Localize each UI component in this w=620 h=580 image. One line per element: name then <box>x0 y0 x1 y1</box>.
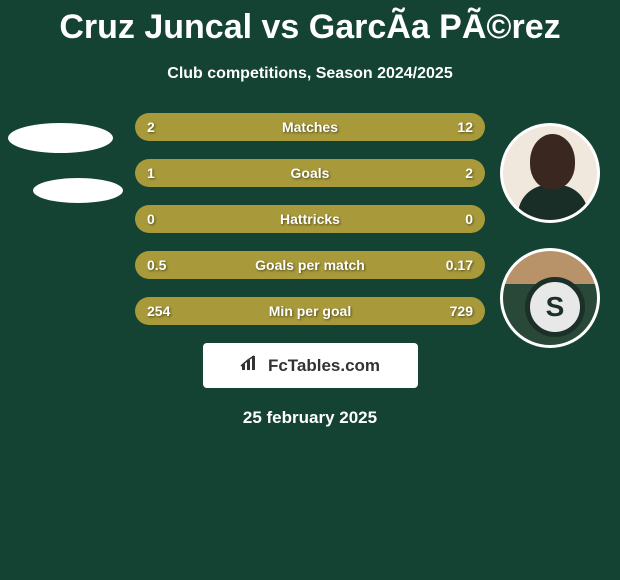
stat-row: 0.50.17Goals per match <box>135 251 485 279</box>
player-avatar <box>500 123 600 223</box>
date-text: 25 february 2025 <box>0 408 620 428</box>
stat-row: 212Matches <box>135 113 485 141</box>
stat-label: Matches <box>135 113 485 141</box>
left-player-avatars <box>8 123 123 228</box>
stat-row: 12Goals <box>135 159 485 187</box>
right-player-avatars <box>500 123 600 348</box>
comparison-content: 212Matches 12Goals 00Hattricks 0.50.17Goals… <box>0 113 620 428</box>
club-avatar-placeholder <box>33 178 123 203</box>
site-badge-text: FcTables.com <box>268 356 380 376</box>
stat-label: Goals per match <box>135 251 485 279</box>
page-title: Cruz Juncal vs GarcÃa PÃ©rez <box>0 0 620 47</box>
stat-label: Hattricks <box>135 205 485 233</box>
chart-icon <box>240 354 260 377</box>
stat-label: Min per goal <box>135 297 485 325</box>
page-subtitle: Club competitions, Season 2024/2025 <box>0 65 620 83</box>
stat-row: 254729Min per goal <box>135 297 485 325</box>
club-logo <box>500 248 600 348</box>
site-badge: FcTables.com <box>203 343 418 388</box>
stat-label: Goals <box>135 159 485 187</box>
stat-row: 00Hattricks <box>135 205 485 233</box>
player-avatar-placeholder <box>8 123 113 153</box>
stats-container: 212Matches 12Goals 00Hattricks 0.50.17Goals… <box>135 113 485 325</box>
